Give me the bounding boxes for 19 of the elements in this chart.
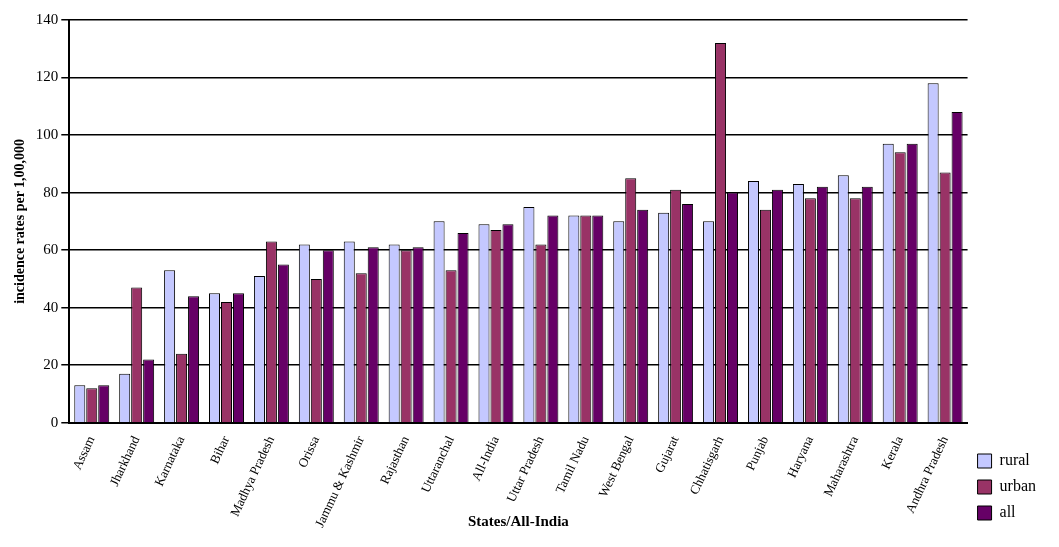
legend-label: rural [999, 451, 1031, 469]
y-tick-label: 0 [50, 413, 59, 430]
y-tick-label: 100 [35, 126, 59, 143]
x-tick-label: Punjab [742, 433, 772, 473]
x-tick-label: Kerala [877, 433, 907, 472]
y-tick-label: 20 [43, 356, 59, 373]
y-tick-label: 60 [43, 241, 59, 258]
y-axis-title: incidence rates per 1,00,000 [12, 138, 28, 304]
legend-label: urban [999, 477, 1037, 495]
y-tick-label: 120 [35, 68, 59, 85]
y-tick-label: 80 [43, 183, 59, 200]
x-tick-label: Tamil Nadu [552, 432, 592, 496]
x-tick-label: Assam [69, 433, 98, 472]
y-tick-label: 40 [43, 298, 59, 315]
x-tick-label: Orissa [294, 433, 323, 470]
x-tick-label: Bihar [206, 432, 233, 466]
y-tick-label: 140 [35, 10, 59, 27]
x-axis-title: States/All-India [468, 512, 570, 529]
legend-label: all [999, 503, 1017, 521]
